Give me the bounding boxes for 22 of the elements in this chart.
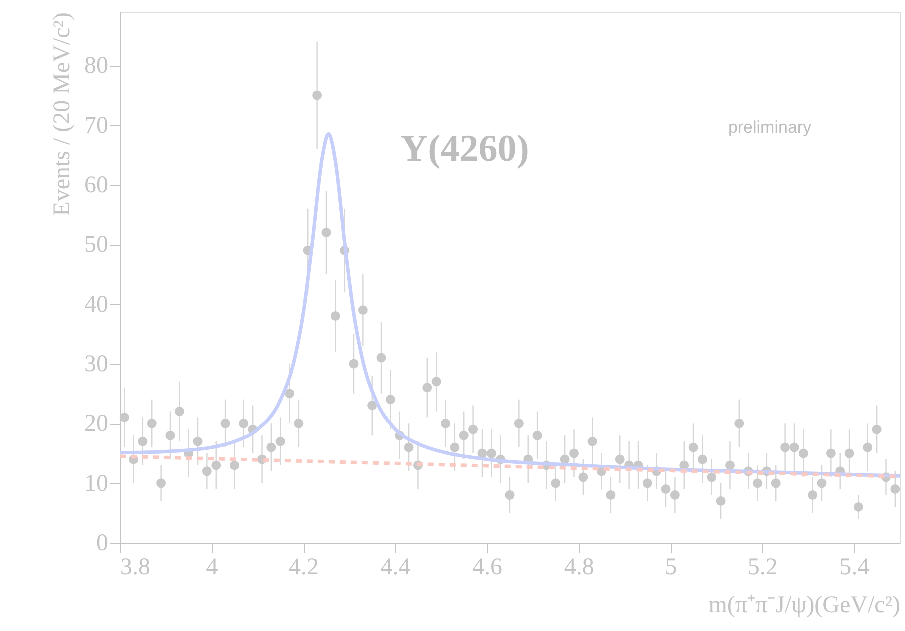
- x-tick-label: 4.2: [289, 554, 320, 580]
- annotation: Y(4260): [400, 128, 530, 170]
- y-tick-label: 30: [84, 352, 108, 378]
- y-tick-label: 40: [84, 292, 108, 318]
- annotation: preliminary: [728, 118, 812, 137]
- y-tick-label: 50: [84, 232, 108, 258]
- x-tick-label: 4.8: [564, 554, 594, 580]
- x-axis-title: m(π⁺π⁻J/ψ)(GeV/c²): [708, 592, 900, 618]
- y-tick-label: 10: [84, 470, 108, 497]
- y-tick-label: 70: [84, 112, 108, 139]
- x-tick-label: 3.8: [120, 554, 150, 580]
- x-tick-label: 5: [665, 554, 678, 580]
- y-tick-label: 0: [96, 530, 108, 556]
- x-tick-label: 4.4: [380, 554, 411, 580]
- x-tick-label: 4.6: [472, 554, 503, 580]
- y-tick-label: 80: [84, 53, 108, 80]
- x-tick-label: 5.2: [748, 554, 778, 580]
- y-tick-label: 20: [84, 411, 108, 438]
- x-tick-label: 4: [206, 554, 218, 580]
- y-tick-label: 60: [84, 172, 108, 199]
- x-tick-label: 5.4: [840, 554, 870, 580]
- y-axis-title: Events / (20 MeV/c²): [50, 12, 76, 216]
